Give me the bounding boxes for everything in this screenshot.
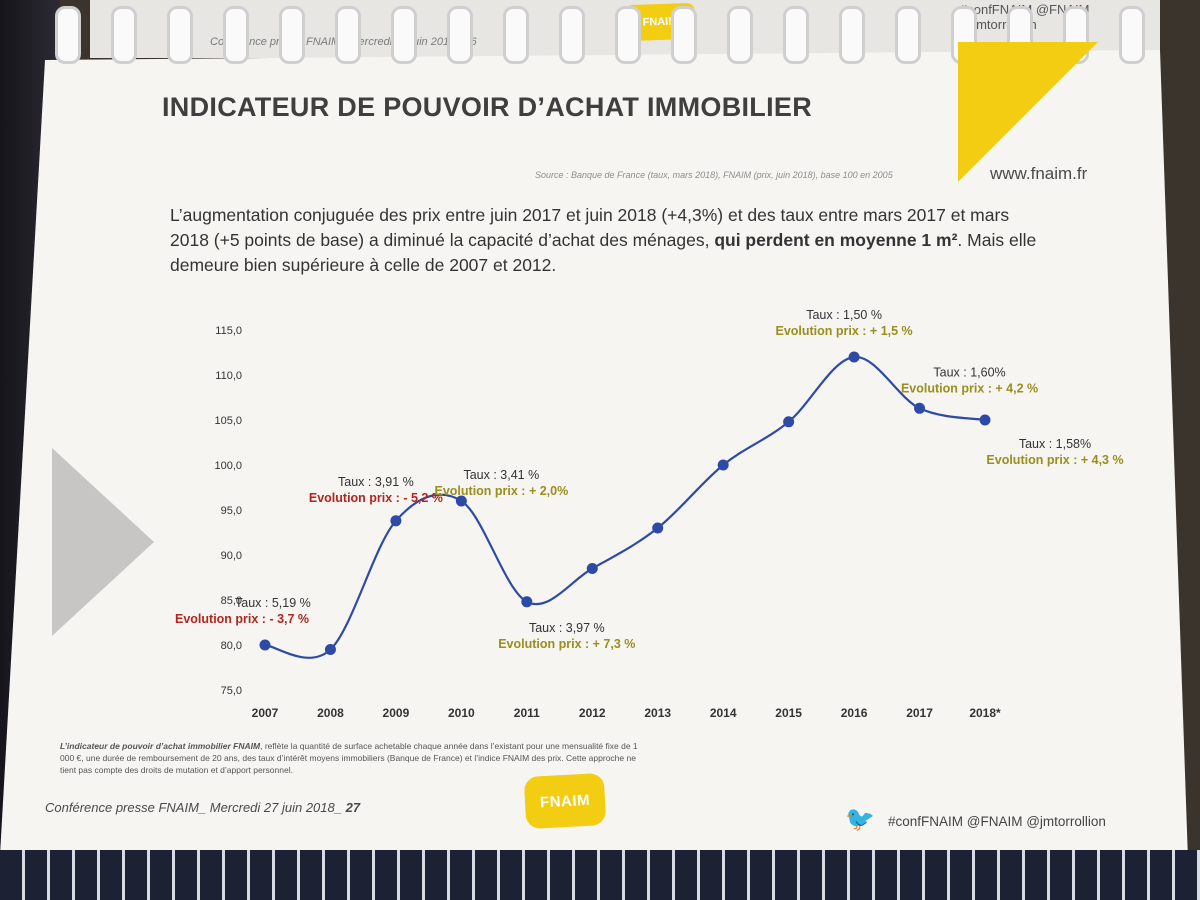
- y-tick-label: 90,0: [221, 550, 242, 562]
- x-tick-label: 2013: [644, 706, 671, 720]
- spiral-coil: [279, 6, 305, 64]
- footer-conference: Conférence presse FNAIM_ Mercredi 27 jui…: [45, 800, 361, 815]
- footnote: L’indicateur de pouvoir d’achat immobili…: [60, 740, 640, 776]
- footnote-text: , reflète la quantité de surface achetab…: [60, 741, 638, 775]
- data-point: [914, 402, 926, 414]
- annotation-rate: Taux : 3,97 %: [529, 621, 605, 635]
- footer-hashtags: #confFNAIM @FNAIM @jmtorrollion: [888, 814, 1106, 829]
- spiral-coil: [447, 6, 473, 64]
- annotation-rate: Taux : 3,41 %: [463, 468, 539, 482]
- data-point: [521, 596, 533, 608]
- x-tick-label: 2007: [252, 706, 279, 720]
- y-tick-label: 95,0: [221, 505, 242, 517]
- x-tick-label: 2018*: [969, 706, 1001, 720]
- footnote-title: L’indicateur de pouvoir d’achat immobili…: [60, 741, 261, 751]
- annotation-price-evolution: Evolution prix : - 3,7 %: [175, 612, 309, 626]
- y-tick-label: 85,0: [221, 595, 242, 607]
- spiral-coil: [503, 6, 529, 64]
- annotation-price-evolution: Evolution prix : - 5,2 %: [309, 491, 443, 505]
- spiral-coil: [671, 6, 697, 64]
- spiral-coil: [167, 6, 193, 64]
- spiral-coil: [615, 6, 641, 64]
- page-number: 27: [345, 800, 361, 815]
- y-tick-label: 105,0: [214, 415, 242, 427]
- fnaim-logo: FNAIM: [523, 772, 607, 830]
- x-tick-label: 2008: [317, 706, 344, 720]
- x-tick-label: 2017: [906, 706, 933, 720]
- annotation-rate: Taux : 1,60%: [933, 365, 1005, 379]
- x-tick-label: 2014: [710, 706, 737, 720]
- y-tick-label: 115,0: [215, 325, 242, 337]
- x-tick-label: 2010: [448, 706, 475, 720]
- source-note: Source : Banque de France (taux, mars 20…: [535, 170, 893, 180]
- annotation-price-evolution: Evolution prix : + 4,3 %: [986, 453, 1123, 467]
- annotation-rate: Taux : 3,91 %: [338, 475, 414, 489]
- x-tick-label: 2012: [579, 706, 606, 720]
- data-point: [586, 563, 598, 574]
- spiral-coil: [895, 6, 921, 64]
- fabric-background: [0, 850, 1200, 900]
- data-point: [390, 515, 402, 527]
- annotation-price-evolution: Evolution prix : + 2,0%: [435, 484, 569, 498]
- data-point: [455, 495, 467, 507]
- x-tick-label: 2011: [514, 706, 540, 720]
- spiral-coil: [55, 6, 81, 64]
- intro-paragraph: L’augmentation conjuguée des prix entre …: [170, 203, 1050, 278]
- y-tick-label: 75,0: [221, 685, 242, 697]
- page-title: INDICATEUR DE POUVOIR D’ACHAT IMMOBILIER: [162, 92, 812, 122]
- annotation-rate: Taux : 5,19 %: [235, 596, 311, 610]
- data-point: [979, 414, 991, 426]
- data-point: [717, 459, 729, 471]
- annotation-price-evolution: Evolution prix : + 7,3 %: [498, 637, 635, 651]
- spiral-coil: [391, 6, 417, 64]
- data-point: [783, 416, 795, 428]
- y-tick-label: 110,0: [215, 370, 242, 382]
- data-point: [259, 639, 271, 651]
- annotation-price-evolution: Evolution prix : + 1,5 %: [775, 324, 912, 338]
- annotation-rate: Taux : 1,58%: [1019, 437, 1091, 451]
- data-point: [848, 351, 860, 363]
- website-url: www.fnaim.fr: [990, 164, 1088, 183]
- series-line: [264, 355, 986, 659]
- spiral-coil: [839, 6, 865, 64]
- brochure-page: [0, 50, 1188, 860]
- yellow-corner-triangle: [958, 42, 1098, 182]
- data-point: [324, 644, 336, 655]
- data-point: [652, 522, 664, 534]
- x-tick-label: 2009: [383, 706, 410, 720]
- spiral-coil: [111, 6, 137, 64]
- spiral-coil: [727, 6, 753, 64]
- y-tick-label: 100,0: [214, 460, 242, 472]
- intro-text-1: L’augmentation conjuguée des prix entre …: [170, 205, 1010, 250]
- twitter-bird-icon: 🐦: [845, 806, 875, 833]
- intro-text-2: . Mais elle demeure bien supérieure à ce…: [170, 230, 1037, 275]
- spiral-coil: [335, 6, 361, 64]
- intro-bold: qui perdent en moyenne 1 m²: [714, 230, 958, 250]
- purchasing-power-chart: 75,0 80,0 85,0 90,0 95,0 100,0 105,0 110,0 115,0…: [175, 308, 1124, 720]
- y-tick-label: 80,0: [221, 640, 242, 652]
- annotation-price-evolution: Evolution prix : + 4,2 %: [901, 381, 1038, 395]
- x-tick-label: 2015: [775, 706, 802, 720]
- spiral-coil: [559, 6, 585, 64]
- annotation-rate: Taux : 1,50 %: [806, 308, 882, 322]
- x-tick-label: 2016: [841, 706, 868, 720]
- spiral-coil: [1119, 6, 1145, 64]
- left-arrow-decoration: [52, 448, 154, 636]
- spiral-coil: [783, 6, 809, 64]
- spiral-coil: [223, 6, 249, 64]
